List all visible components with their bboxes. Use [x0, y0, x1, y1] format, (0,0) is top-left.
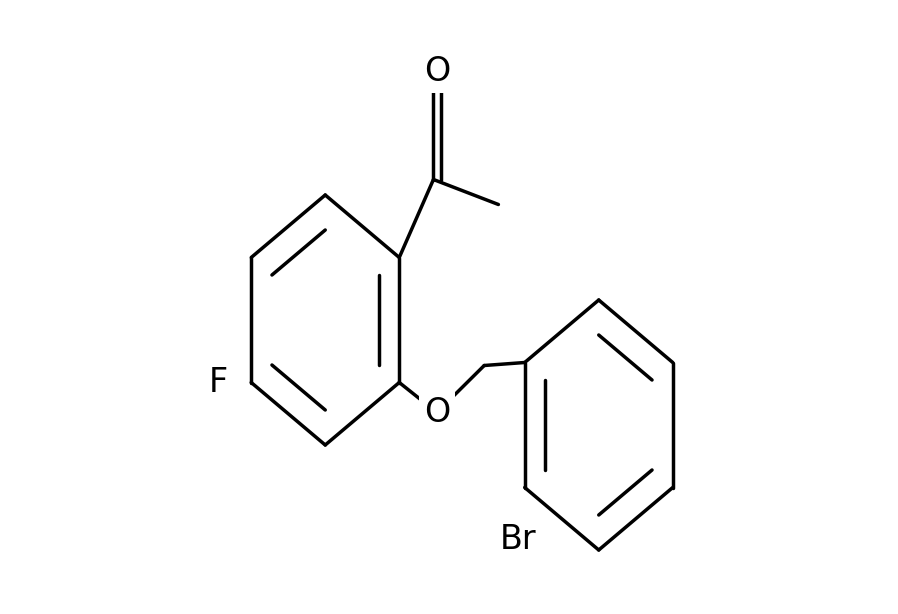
Text: O: O: [424, 396, 450, 429]
Text: F: F: [208, 366, 228, 399]
Text: Br: Br: [499, 523, 536, 556]
Text: O: O: [424, 55, 450, 88]
